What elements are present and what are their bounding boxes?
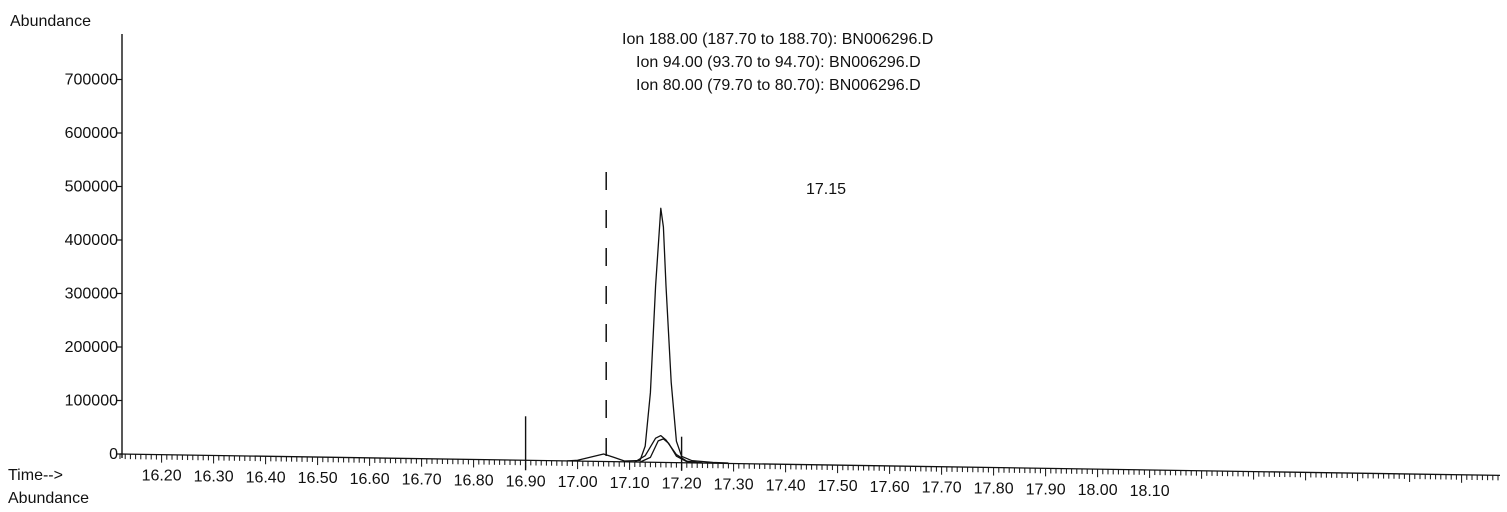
x-tick-label: 16.20 <box>142 468 182 485</box>
y-tick-label: 200000 <box>65 339 118 356</box>
x-axis-label: Time--> <box>8 467 63 484</box>
bottom-abundance-label: Abundance <box>8 490 89 507</box>
x-tick-label: 17.60 <box>870 479 910 496</box>
x-tick-label: 16.80 <box>454 472 494 489</box>
x-tick-label: 17.20 <box>662 476 702 493</box>
ion-trace-1 <box>567 207 729 464</box>
y-tick-label: 400000 <box>65 232 118 249</box>
y-tick-label: 0 <box>109 446 118 463</box>
marker-lines <box>524 172 683 471</box>
y-axis-label: Abundance <box>10 13 91 30</box>
x-tick-label: 17.30 <box>714 477 754 494</box>
ion-trace-3 <box>639 438 703 464</box>
x-tick-label: 18.00 <box>1078 482 1118 499</box>
title-line-2: Ion 94.00 (93.70 to 94.70): BN006296.D <box>636 54 921 71</box>
y-tick-label: 600000 <box>65 125 118 142</box>
x-tick-label: 17.10 <box>610 475 650 492</box>
x-tick-label: 17.50 <box>818 478 858 495</box>
y-tick-label: 700000 <box>65 72 118 89</box>
x-tick-label: 17.90 <box>1026 481 1066 498</box>
x-tick-label: 16.40 <box>246 469 286 486</box>
x-tick-label: 17.40 <box>766 477 806 494</box>
peak-label: 17.15 <box>806 181 846 198</box>
x-tick-label: 16.70 <box>402 472 442 489</box>
y-tick-label: 300000 <box>65 286 118 303</box>
x-tick-label: 16.60 <box>350 471 390 488</box>
x-tick-label: 18.10 <box>1130 483 1170 500</box>
x-axis-line <box>119 453 1501 477</box>
x-tick-label: 16.50 <box>298 470 338 487</box>
chart-title-block: Ion 188.00 (187.70 to 188.70): BN006296.… <box>622 31 933 94</box>
x-tick-label: 16.30 <box>194 468 234 485</box>
y-tick-label: 500000 <box>65 179 118 196</box>
y-tick-label: 100000 <box>65 393 118 410</box>
x-tick-label: 17.80 <box>974 481 1014 498</box>
x-tick-label: 16.90 <box>506 473 546 490</box>
title-line-3: Ion 80.00 (79.70 to 80.70): BN006296.D <box>636 77 921 94</box>
series-lines <box>567 207 729 464</box>
x-axis: 16.20 16.30 16.40 16.50 16.60 16.70 16.80 16.90… <box>119 453 1501 500</box>
x-tick-label: 17.70 <box>922 480 962 497</box>
x-tick-label: 17.00 <box>558 474 598 491</box>
y-ticks: 0 100000 200000 300000 400000 500000 600000 700… <box>65 72 122 463</box>
title-line-1: Ion 188.00 (187.70 to 188.70): BN006296.… <box>622 31 933 48</box>
